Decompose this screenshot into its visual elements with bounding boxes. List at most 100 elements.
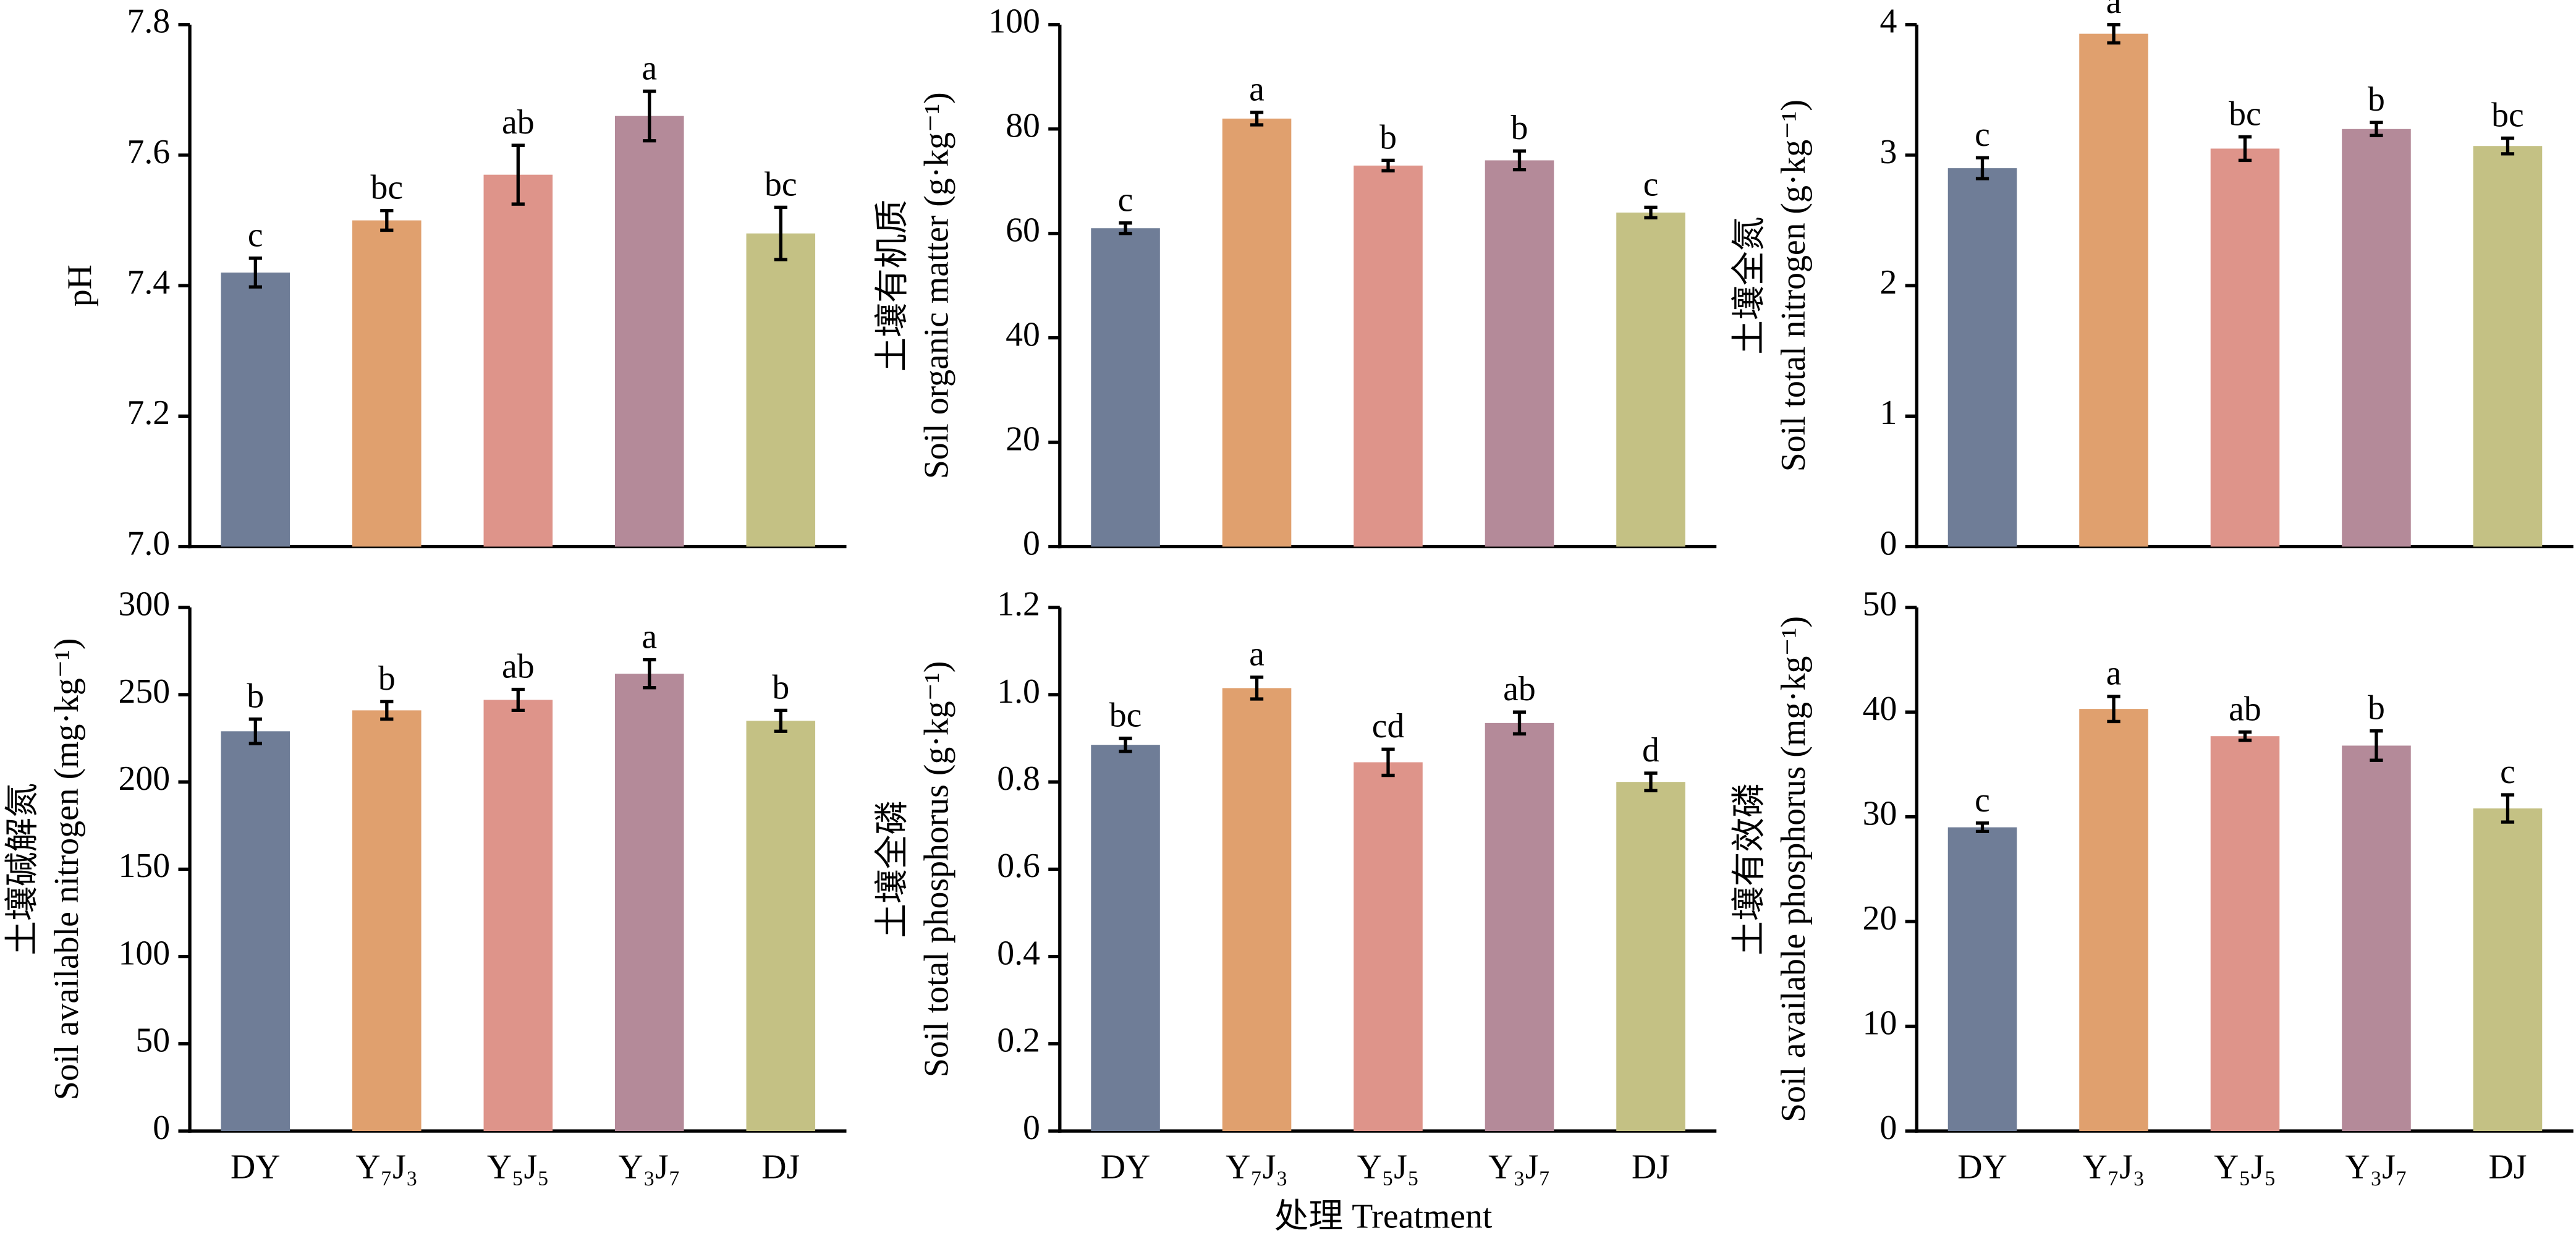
y-tick-label: 10 xyxy=(1863,1004,1897,1042)
error-bar xyxy=(248,717,262,745)
x-tick-label: Y₃J₇ xyxy=(618,1148,680,1187)
y-tick-label: 40 xyxy=(1006,315,1040,354)
x-tick-label: DY xyxy=(231,1148,281,1187)
y-tick-label: 4 xyxy=(1880,2,1897,41)
significance-letter: a xyxy=(642,617,657,656)
significance-letter: cd xyxy=(1372,707,1405,745)
bar xyxy=(746,233,816,547)
x-tick-label: DJ xyxy=(1632,1148,1670,1187)
error-bar xyxy=(2238,730,2252,742)
bar xyxy=(483,174,553,547)
error-bar xyxy=(2501,793,2515,824)
y-tick-label: 0.4 xyxy=(997,934,1040,972)
panel: 0 20 40 60 80 100 土壤有机质 Soil organic matter (g·… xyxy=(873,2,1717,562)
x-tick-label: Y₃J₇ xyxy=(2345,1148,2408,1187)
x-tick-label: DJ xyxy=(2488,1148,2527,1187)
bar xyxy=(1947,168,2017,547)
x-axis-label: 处理 Treatment xyxy=(1274,1197,1493,1235)
error-bar xyxy=(1644,771,1658,792)
y-tick-label: 1.2 xyxy=(997,585,1040,624)
bar xyxy=(2473,808,2543,1132)
error-bar xyxy=(1119,736,1132,753)
y-axis-label: Soil total phosphorus (g·kg⁻¹) xyxy=(918,661,956,1078)
y-tick-label: 300 xyxy=(119,585,171,624)
significance-letter: c xyxy=(1643,165,1659,203)
x-tick-label: Y₇J₃ xyxy=(355,1148,418,1187)
bar xyxy=(1616,782,1685,1132)
error-bar xyxy=(2238,135,2252,163)
panel: 0 50 100 150 200 250 300 土壤碱解氮 Soil available ni… xyxy=(3,585,847,1187)
significance-letter: c xyxy=(1975,116,1990,154)
error-bar xyxy=(1644,205,1658,220)
y-tick-label: 60 xyxy=(1006,211,1040,249)
error-bar xyxy=(248,256,262,289)
y-tick-label: 0.6 xyxy=(997,847,1040,885)
significance-letter: bc xyxy=(370,169,403,207)
error-bar xyxy=(2107,695,2121,724)
bar xyxy=(1354,762,1423,1132)
x-tick-label: Y₃J₇ xyxy=(1488,1148,1551,1187)
y-axis-label: 土壤有机质 xyxy=(873,200,912,372)
significance-letter: ab xyxy=(1503,670,1536,708)
x-tick-label: Y₅J₅ xyxy=(1357,1148,1420,1187)
y-tick-label: 0.2 xyxy=(997,1022,1040,1060)
bar xyxy=(1485,160,1554,547)
significance-letter: c xyxy=(1118,181,1133,219)
bar xyxy=(352,710,422,1132)
error-bar xyxy=(2370,729,2383,762)
significance-letter: b xyxy=(2368,80,2385,119)
significance-letter: b xyxy=(1511,109,1528,147)
y-tick-label: 100 xyxy=(119,934,171,972)
significance-letter: d xyxy=(1642,731,1659,769)
x-tick-label: Y₅J₅ xyxy=(2214,1148,2276,1187)
y-axis-label: Soil total nitrogen (g·kg⁻¹) xyxy=(1774,100,1813,472)
panel: 0 0.2 0.4 0.6 0.8 1.0 1.2 土壤全磷 Soil total phosph… xyxy=(873,585,1717,1187)
significance-letter: a xyxy=(2106,654,2122,693)
bar xyxy=(1091,745,1160,1132)
significance-letter: a xyxy=(1249,70,1265,109)
x-tick-label: DY xyxy=(1957,1148,2007,1187)
y-tick-label: 7.2 xyxy=(127,394,170,432)
significance-letter: b xyxy=(247,677,264,715)
y-tick-label: 0 xyxy=(1880,1109,1897,1147)
bar xyxy=(2473,146,2543,547)
y-axis-label: Soil organic matter (g·kg⁻¹) xyxy=(918,92,956,479)
error-bar xyxy=(2370,121,2383,137)
error-bar xyxy=(2107,23,2121,45)
bar xyxy=(746,721,816,1132)
bar xyxy=(2079,709,2148,1132)
bar xyxy=(1354,165,1423,547)
y-tick-label: 1.0 xyxy=(997,672,1040,711)
y-tick-label: 2 xyxy=(1880,263,1897,302)
bar xyxy=(352,220,422,547)
error-bar xyxy=(1975,821,1989,834)
bar xyxy=(615,674,684,1132)
error-bar xyxy=(2501,136,2515,156)
significance-letter: b xyxy=(378,659,396,698)
y-axis-label: 土壤碱解氮 xyxy=(3,783,41,955)
y-tick-label: 20 xyxy=(1863,899,1897,938)
y-tick-label: 50 xyxy=(135,1022,170,1060)
error-bar xyxy=(380,700,394,721)
error-bar xyxy=(1381,747,1395,777)
significance-letter: c xyxy=(248,216,263,255)
y-tick-label: 40 xyxy=(1863,690,1897,728)
panel: 7.0 7.2 7.4 7.6 7.8 pH c bc ab a bc xyxy=(61,2,847,562)
y-tick-label: 100 xyxy=(988,2,1040,41)
error-bar xyxy=(774,708,787,733)
y-axis-label: 土壤有效磷 xyxy=(1730,783,1768,955)
y-tick-label: 0 xyxy=(1880,524,1897,562)
significance-letter: a xyxy=(1249,635,1265,674)
y-tick-label: 250 xyxy=(119,672,171,711)
y-axis-label: 土壤全磷 xyxy=(873,800,912,938)
error-bar xyxy=(643,658,656,690)
y-tick-label: 0 xyxy=(1023,1109,1040,1147)
y-tick-label: 3 xyxy=(1880,133,1897,171)
y-tick-label: 1 xyxy=(1880,394,1897,432)
error-bar xyxy=(1512,710,1527,736)
significance-letter: c xyxy=(1975,781,1990,820)
error-bar xyxy=(774,205,787,261)
significance-letter: a xyxy=(2106,0,2122,21)
significance-letter: ab xyxy=(2229,690,2261,728)
